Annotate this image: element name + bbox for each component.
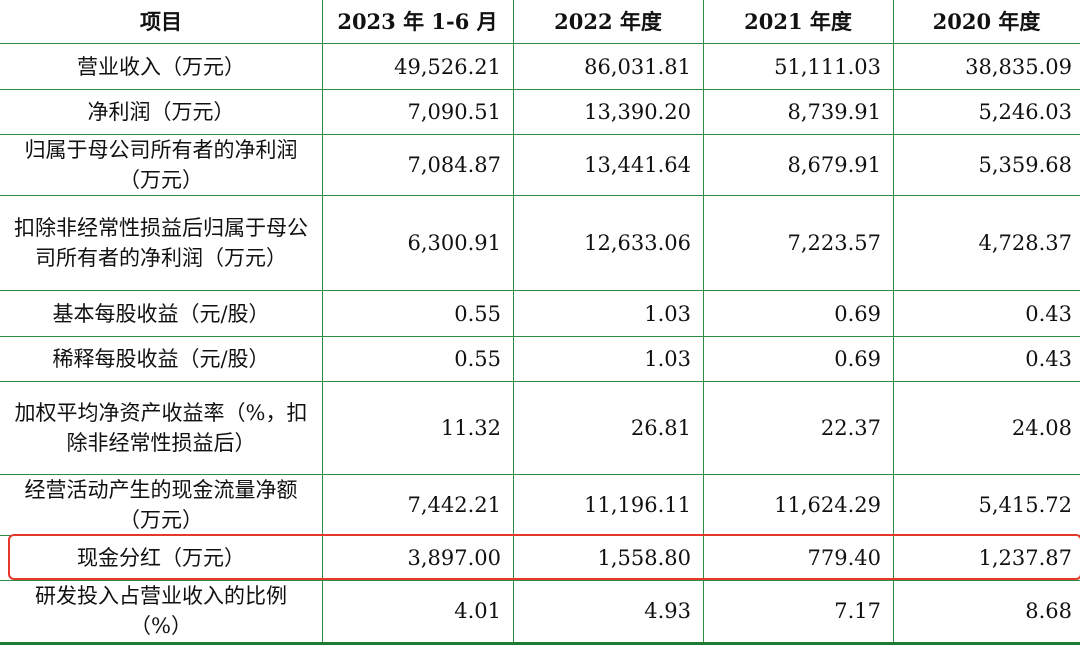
row-value: 5,246.03 [978,100,1072,124]
row-value: 1,237.87 [978,546,1072,570]
row-value: 3,897.00 [407,546,501,570]
table-row: 经营活动产生的现金流量净额（万元） 7,442.21 11,196.11 11,… [0,475,1080,535]
grid-vline [322,0,323,644]
row-value: 49,526.21 [394,54,501,79]
grid-hline [0,89,1080,90]
table-row: 稀释每股收益（元/股） 0.55 1.03 0.69 0.43 [0,337,1080,381]
table-row: 基本每股收益（元/股） 0.55 1.03 0.69 0.43 [0,291,1080,336]
highlight-box [8,534,1080,580]
table-row-highlighted: 现金分红（万元） 3,897.00 1,558.80 779.40 1,237.… [0,536,1080,580]
header-2023h1: 2023 年 1-6 月 [337,8,498,34]
row-value: 8.68 [1025,599,1072,623]
row-value: 7,442.21 [407,493,501,517]
row-value: 7,084.87 [407,153,501,177]
grid-vline [513,0,514,644]
row-value: 8,739.91 [787,100,881,124]
grid-hline [0,134,1080,135]
row-value: 11.32 [440,416,501,440]
row-label: 营业收入（万元） [77,54,245,79]
row-value: 0.43 [1025,347,1072,371]
row-label: 净利润（万元） [87,100,235,124]
table-row: 归属于母公司所有者的净利润（万元） 7,084.87 13,441.64 8,6… [0,135,1080,195]
table-row: 扣除非经常性损益后归属于母公司所有者的净利润（万元） 6,300.91 12,6… [0,196,1080,290]
row-value: 0.69 [834,301,881,326]
grid-hline [0,474,1080,475]
row-value: 22.37 [820,416,881,440]
table-row: 研发投入占营业收入的比例（%） 4.01 4.93 7.17 8.68 [0,581,1080,641]
table-bottom-border [0,642,1080,645]
row-value: 1,558.80 [597,546,691,570]
row-value: 13,390.20 [584,100,691,124]
row-value: 0.69 [834,347,881,371]
row-value: 6,300.91 [407,231,501,255]
row-label: 基本每股收益（元/股） [52,301,270,326]
grid-hline [0,43,1080,44]
grid-vline [703,0,704,644]
grid-hline [0,580,1080,581]
header-item: 项目 [140,8,182,34]
row-value: 0.55 [454,301,501,326]
row-value: 5,359.68 [978,153,1072,177]
grid-hline [0,195,1080,196]
row-value: 4.93 [644,599,691,623]
row-value: 11,624.29 [774,493,881,517]
row-value: 7,090.51 [407,100,501,124]
header-2022: 2022 年度 [554,8,662,34]
row-label: 经营活动产生的现金流量净额（万元） [24,478,298,532]
row-label: 研发投入占营业收入的比例（%） [35,584,287,638]
row-value: 7.17 [834,599,881,623]
header-2021: 2021 年度 [744,8,852,34]
row-value: 11,196.11 [584,493,691,517]
grid-hline [0,336,1080,337]
row-value: 0.43 [1025,301,1072,326]
row-value: 8,679.91 [787,153,881,177]
row-label: 归属于母公司所有者的净利润（万元） [24,138,298,192]
row-value: 1.03 [644,347,691,371]
row-value: 13,441.64 [584,153,691,177]
row-value: 24.08 [1011,416,1072,440]
row-label: 现金分红（万元） [77,546,245,570]
grid-hline [0,290,1080,291]
row-value: 0.55 [454,347,501,371]
row-label: 稀释每股收益（元/股） [52,347,270,371]
row-value: 779.40 [807,546,881,570]
table-row: 加权平均净资产收益率（%，扣除非经常性损益后） 11.32 26.81 22.3… [0,382,1080,474]
table-row: 净利润（万元） 7,090.51 13,390.20 8,739.91 5,24… [0,90,1080,134]
row-label: 加权平均净资产收益率（%，扣除非经常性损益后） [14,401,308,455]
row-value: 51,111.03 [774,54,881,79]
row-label: 扣除非经常性损益后归属于母公司所有者的净利润（万元） [14,216,308,270]
grid-vline [893,0,894,644]
row-value: 38,835.09 [965,54,1072,79]
grid-hline [0,381,1080,382]
row-value: 4.01 [454,599,501,623]
row-value: 4,728.37 [978,231,1072,255]
row-value: 12,633.06 [584,231,691,255]
row-value: 7,223.57 [787,231,881,255]
header-2020: 2020 年度 [932,8,1041,34]
row-value: 26.81 [630,416,691,440]
table-row: 营业收入（万元） 49,526.21 86,031.81 51,111.03 3… [0,44,1080,89]
row-value: 1.03 [644,301,691,326]
row-value: 86,031.81 [584,54,691,79]
row-value: 5,415.72 [978,493,1072,517]
table-header-row: 项目 2023 年 1-6 月 2022 年度 2021 年度 2020 年度 [0,0,1080,43]
